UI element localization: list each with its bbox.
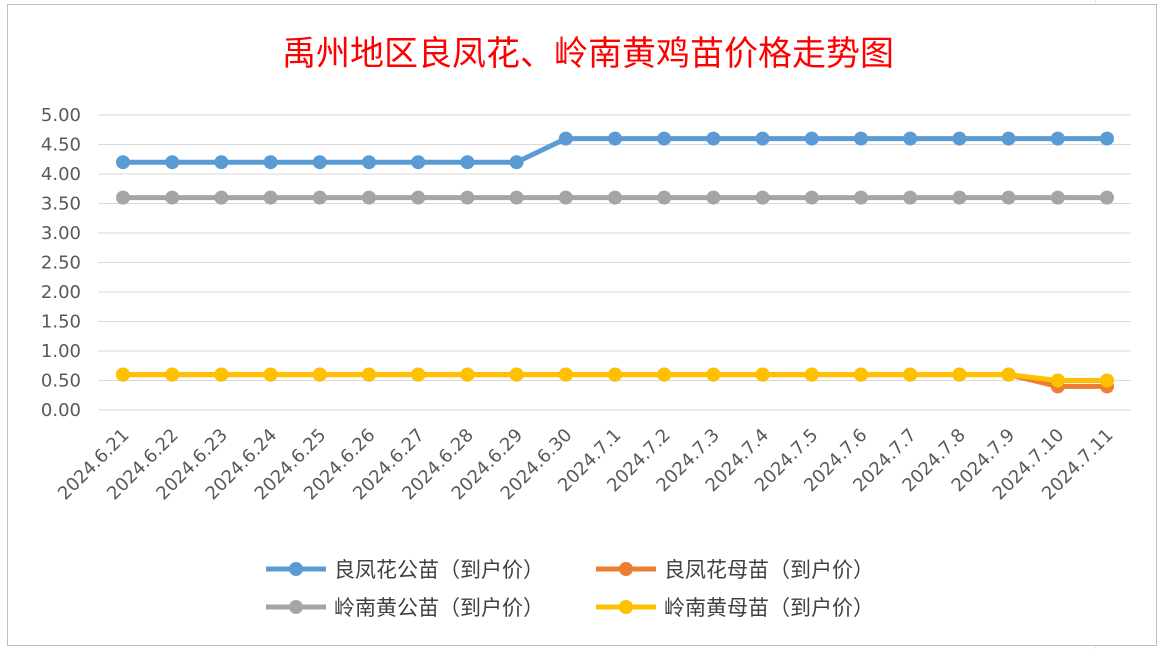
data-point — [509, 155, 524, 170]
data-point — [608, 190, 622, 205]
y-tick-label: 2.00 — [41, 282, 81, 303]
data-point — [755, 131, 770, 146]
legend-item[interactable]: 良凤花母苗（到户价） — [596, 558, 874, 582]
series-group — [116, 131, 1114, 394]
y-tick-label: 3.00 — [41, 223, 81, 244]
legend-item[interactable]: 良凤花公苗（到户价） — [266, 558, 544, 582]
data-point — [460, 190, 475, 205]
y-tick-label: 0.00 — [41, 400, 81, 421]
y-tick-label: 3.50 — [41, 194, 81, 215]
legend-item[interactable]: 岭南黄公苗（到户价） — [266, 596, 544, 620]
data-point — [312, 367, 327, 382]
legend-swatch-marker — [289, 562, 303, 576]
data-point — [362, 155, 376, 170]
data-point — [755, 367, 770, 382]
data-point — [1100, 131, 1114, 146]
data-point — [1001, 190, 1016, 205]
data-point — [263, 367, 278, 382]
data-point — [804, 131, 819, 146]
legend-swatch-marker — [619, 600, 633, 614]
series-4 — [116, 367, 1114, 388]
data-point — [312, 190, 327, 205]
data-point — [903, 367, 918, 382]
line-chart: 禹州地区良凤花、岭南黄鸡苗价格走势图 0.00 0.50 1.00 1.50 2.00 2… — [41, 34, 1131, 620]
data-point — [509, 367, 524, 382]
data-point — [903, 190, 918, 205]
data-point — [214, 190, 229, 205]
data-point — [755, 190, 770, 205]
data-point — [1050, 131, 1065, 146]
legend-label: 岭南黄公苗（到户价） — [334, 596, 544, 620]
data-point — [1050, 373, 1065, 388]
chart-title: 禹州地区良凤花、岭南黄鸡苗价格走势图 — [282, 34, 894, 74]
data-point — [1001, 131, 1016, 146]
data-point — [952, 190, 967, 205]
data-point — [608, 131, 622, 146]
y-tick-label: 2.50 — [41, 253, 81, 274]
data-point — [903, 131, 918, 146]
data-point — [362, 367, 376, 382]
legend-label: 岭南黄母苗（到户价） — [664, 596, 874, 620]
data-point — [854, 131, 868, 146]
data-point — [706, 367, 721, 382]
data-point — [657, 131, 672, 146]
data-point — [706, 190, 721, 205]
legend-swatch-marker — [619, 562, 633, 576]
data-point — [804, 367, 819, 382]
data-point — [1001, 367, 1016, 382]
y-tick-label: 1.00 — [41, 341, 81, 362]
data-point — [854, 367, 868, 382]
series-3 — [116, 190, 1114, 205]
data-point — [509, 190, 524, 205]
data-point — [411, 367, 426, 382]
data-point — [263, 155, 278, 170]
data-point — [460, 155, 475, 170]
data-point — [657, 190, 672, 205]
data-point — [116, 155, 130, 170]
data-point — [854, 190, 868, 205]
data-point — [214, 367, 229, 382]
data-point — [214, 155, 229, 170]
data-point — [362, 190, 376, 205]
data-point — [1100, 190, 1114, 205]
data-point — [165, 367, 180, 382]
data-point — [558, 190, 573, 205]
data-point — [657, 367, 672, 382]
y-axis: 0.00 0.50 1.00 1.50 2.00 2.50 3.00 3.50 4.00 4.50… — [41, 105, 81, 421]
y-tick-label: 1.50 — [41, 312, 81, 333]
data-point — [608, 367, 622, 382]
data-point — [116, 190, 130, 205]
y-tick-label: 5.00 — [41, 105, 81, 126]
y-tick-label: 0.50 — [41, 371, 81, 392]
data-point — [1050, 190, 1065, 205]
legend-item[interactable]: 岭南黄母苗（到户价） — [596, 596, 874, 620]
data-point — [165, 190, 180, 205]
data-point — [165, 155, 180, 170]
data-point — [460, 367, 475, 382]
y-tick-label: 4.00 — [41, 164, 81, 185]
data-point — [558, 131, 573, 146]
x-axis: 2024.6.212024.6.222024.6.232024.6.242024… — [54, 425, 1118, 505]
y-tick-label: 4.50 — [41, 135, 81, 156]
legend-swatch-marker — [289, 600, 303, 614]
data-point — [263, 190, 278, 205]
data-point — [312, 155, 327, 170]
chart-area[interactable]: 禹州地区良凤花、岭南黄鸡苗价格走势图 0.00 0.50 1.00 1.50 2.00 2… — [7, 4, 1157, 646]
data-point — [558, 367, 573, 382]
data-point — [411, 190, 426, 205]
legend-label: 良凤花母苗（到户价） — [664, 558, 874, 582]
data-point — [952, 131, 967, 146]
gridlines — [98, 114, 1131, 411]
series-1 — [116, 131, 1114, 170]
data-point — [411, 155, 426, 170]
data-point — [706, 131, 721, 146]
data-point — [804, 190, 819, 205]
data-point — [1100, 373, 1114, 388]
data-point — [116, 367, 130, 382]
legend[interactable]: 良凤花公苗（到户价） 良凤花母苗（到户价） 岭南黄公苗（到户价） 岭南黄母苗（到户价） — [266, 558, 874, 620]
legend-label: 良凤花公苗（到户价） — [334, 558, 544, 582]
data-point — [952, 367, 967, 382]
